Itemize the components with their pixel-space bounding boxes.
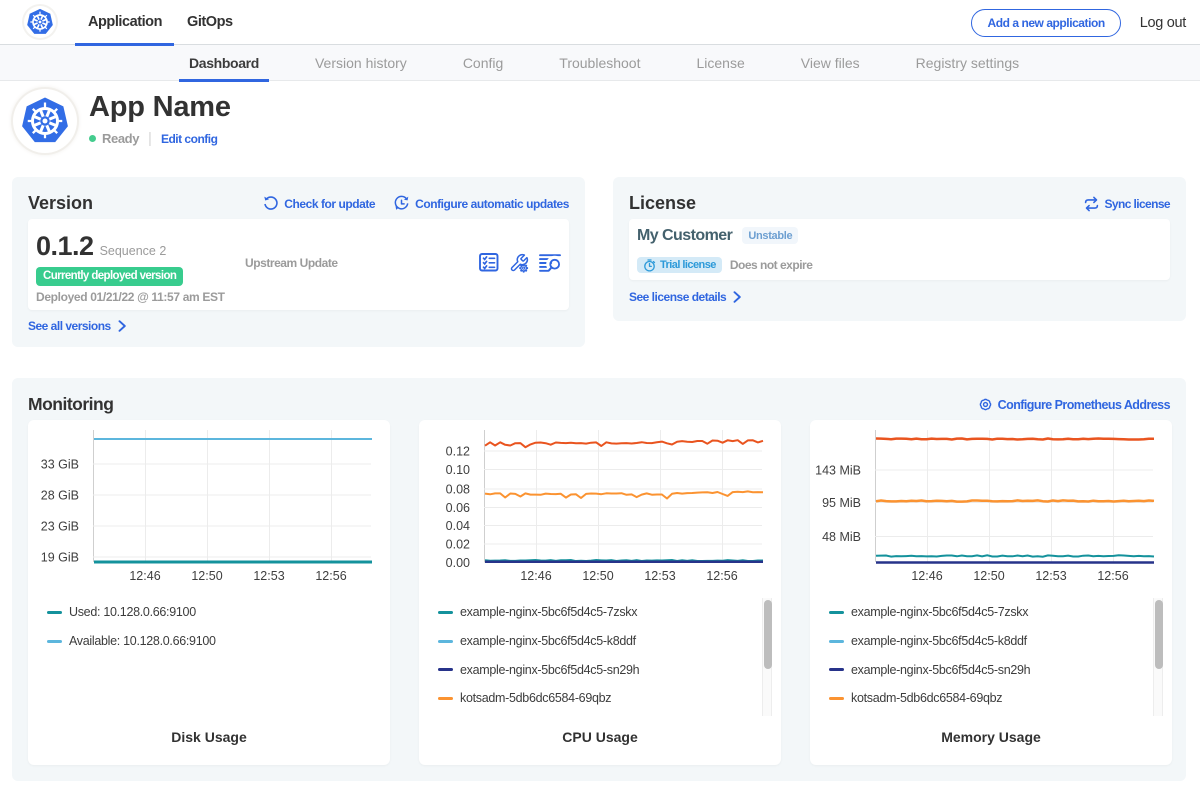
svg-text:12:50: 12:50 [191, 569, 222, 583]
svg-text:0.00: 0.00 [446, 556, 470, 570]
svg-text:19 GiB: 19 GiB [41, 550, 79, 564]
svg-text:12:53: 12:53 [1035, 569, 1066, 583]
svg-text:28 GiB: 28 GiB [41, 488, 79, 502]
svg-text:12:53: 12:53 [253, 569, 284, 583]
svg-text:0.06: 0.06 [446, 501, 470, 515]
svg-text:12:46: 12:46 [129, 569, 160, 583]
svg-text:12:50: 12:50 [973, 569, 1004, 583]
svg-text:0.04: 0.04 [446, 519, 470, 533]
svg-text:0.10: 0.10 [446, 463, 470, 477]
svg-text:95 MiB: 95 MiB [822, 496, 861, 510]
svg-text:12:56: 12:56 [315, 569, 346, 583]
svg-text:0.08: 0.08 [446, 482, 470, 496]
svg-text:0.12: 0.12 [446, 444, 470, 458]
svg-text:48 MiB: 48 MiB [822, 530, 861, 544]
svg-text:23 GiB: 23 GiB [41, 519, 79, 533]
svg-text:12:53: 12:53 [644, 569, 675, 583]
svg-text:0.02: 0.02 [446, 537, 470, 551]
svg-text:12:56: 12:56 [1097, 569, 1128, 583]
svg-text:143 MiB: 143 MiB [815, 463, 861, 477]
svg-text:12:46: 12:46 [520, 569, 551, 583]
svg-text:33 GiB: 33 GiB [41, 457, 79, 471]
svg-text:12:46: 12:46 [911, 569, 942, 583]
svg-text:12:56: 12:56 [706, 569, 737, 583]
svg-text:12:50: 12:50 [582, 569, 613, 583]
